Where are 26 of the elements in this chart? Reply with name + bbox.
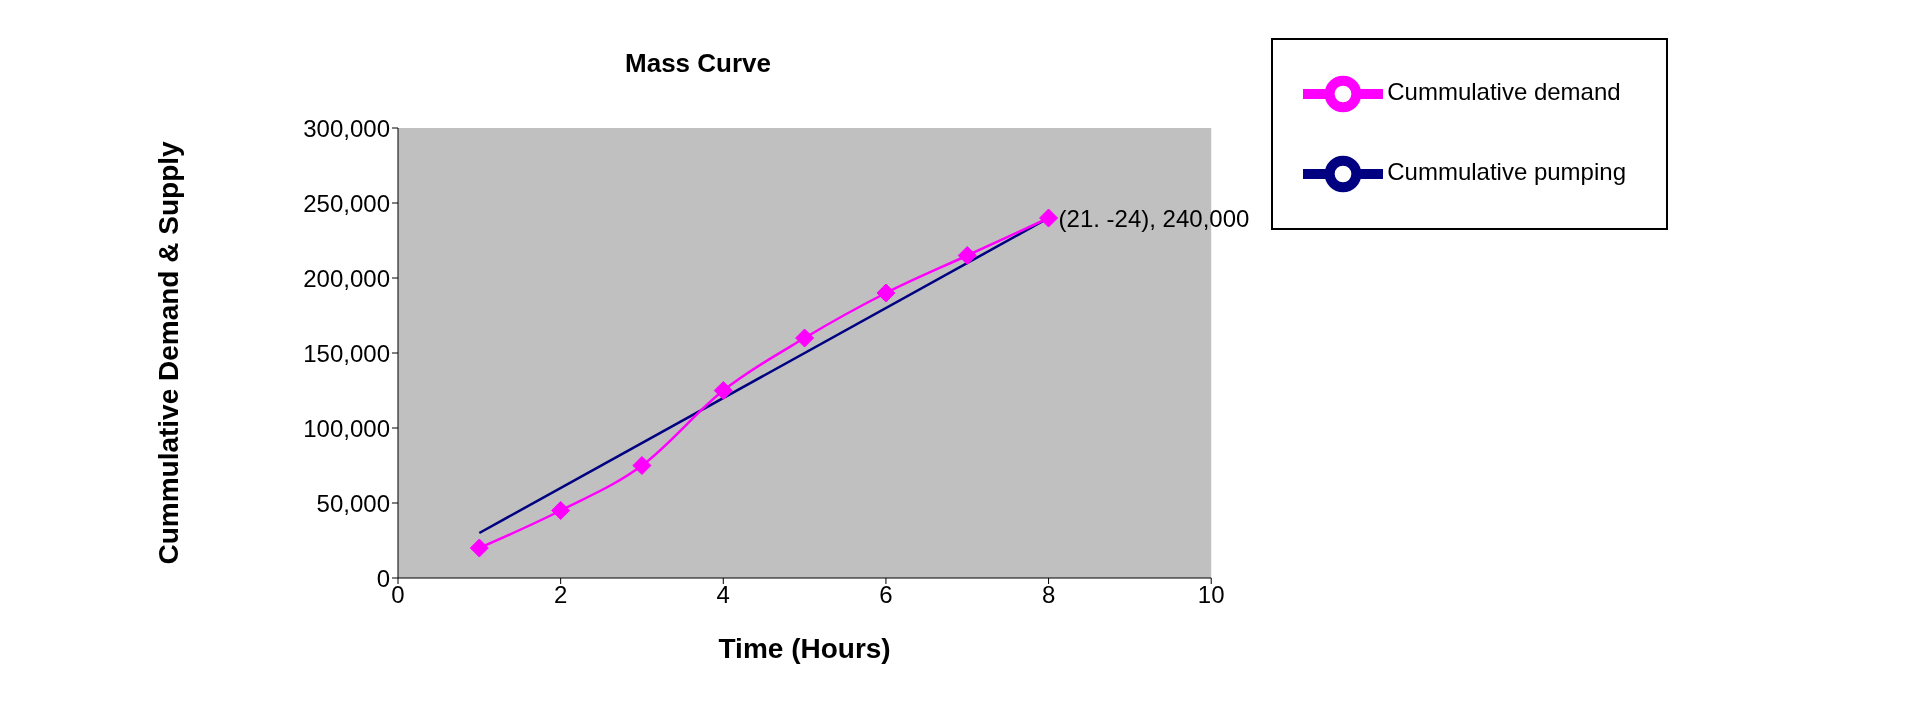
x-tick-label: 6	[879, 581, 893, 609]
point	[551, 501, 571, 520]
y-axis-title: Cummulative Demand & Supply	[152, 140, 184, 565]
x-tick-label: 2	[553, 581, 568, 609]
x-tick-label: 8	[1041, 581, 1056, 609]
y-tick-label: 100,000	[303, 414, 390, 442]
point	[876, 283, 896, 303]
x-tick-label: 4	[716, 581, 730, 609]
y-tick-label: 150,000	[303, 339, 390, 367]
y-tick-label: 250,000	[303, 189, 390, 217]
annotation: (21. -24), 240,000	[1058, 204, 1250, 232]
point	[469, 538, 489, 558]
point	[1039, 208, 1059, 228]
point	[713, 381, 733, 400]
x-tick-label: 10	[1197, 581, 1225, 609]
chart-title: Mass Curve	[624, 48, 772, 79]
point	[795, 328, 815, 348]
legend-label: Cummulative pumping	[1387, 158, 1626, 186]
x-axis-title: Time (Hours)	[718, 633, 891, 664]
point	[632, 456, 652, 475]
y-tick-label: 200,000	[303, 264, 390, 292]
y-tick-label: 50,000	[316, 489, 390, 517]
y-tick-label: 0	[376, 564, 390, 592]
point	[957, 246, 977, 265]
legend-label: Cummulative demand	[1387, 78, 1621, 106]
y-tick-label: 300,000	[303, 114, 390, 142]
